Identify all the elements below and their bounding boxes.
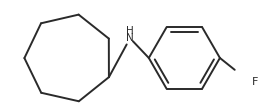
Text: N: N xyxy=(126,33,134,43)
Text: H: H xyxy=(126,26,134,36)
Text: F: F xyxy=(252,77,258,87)
